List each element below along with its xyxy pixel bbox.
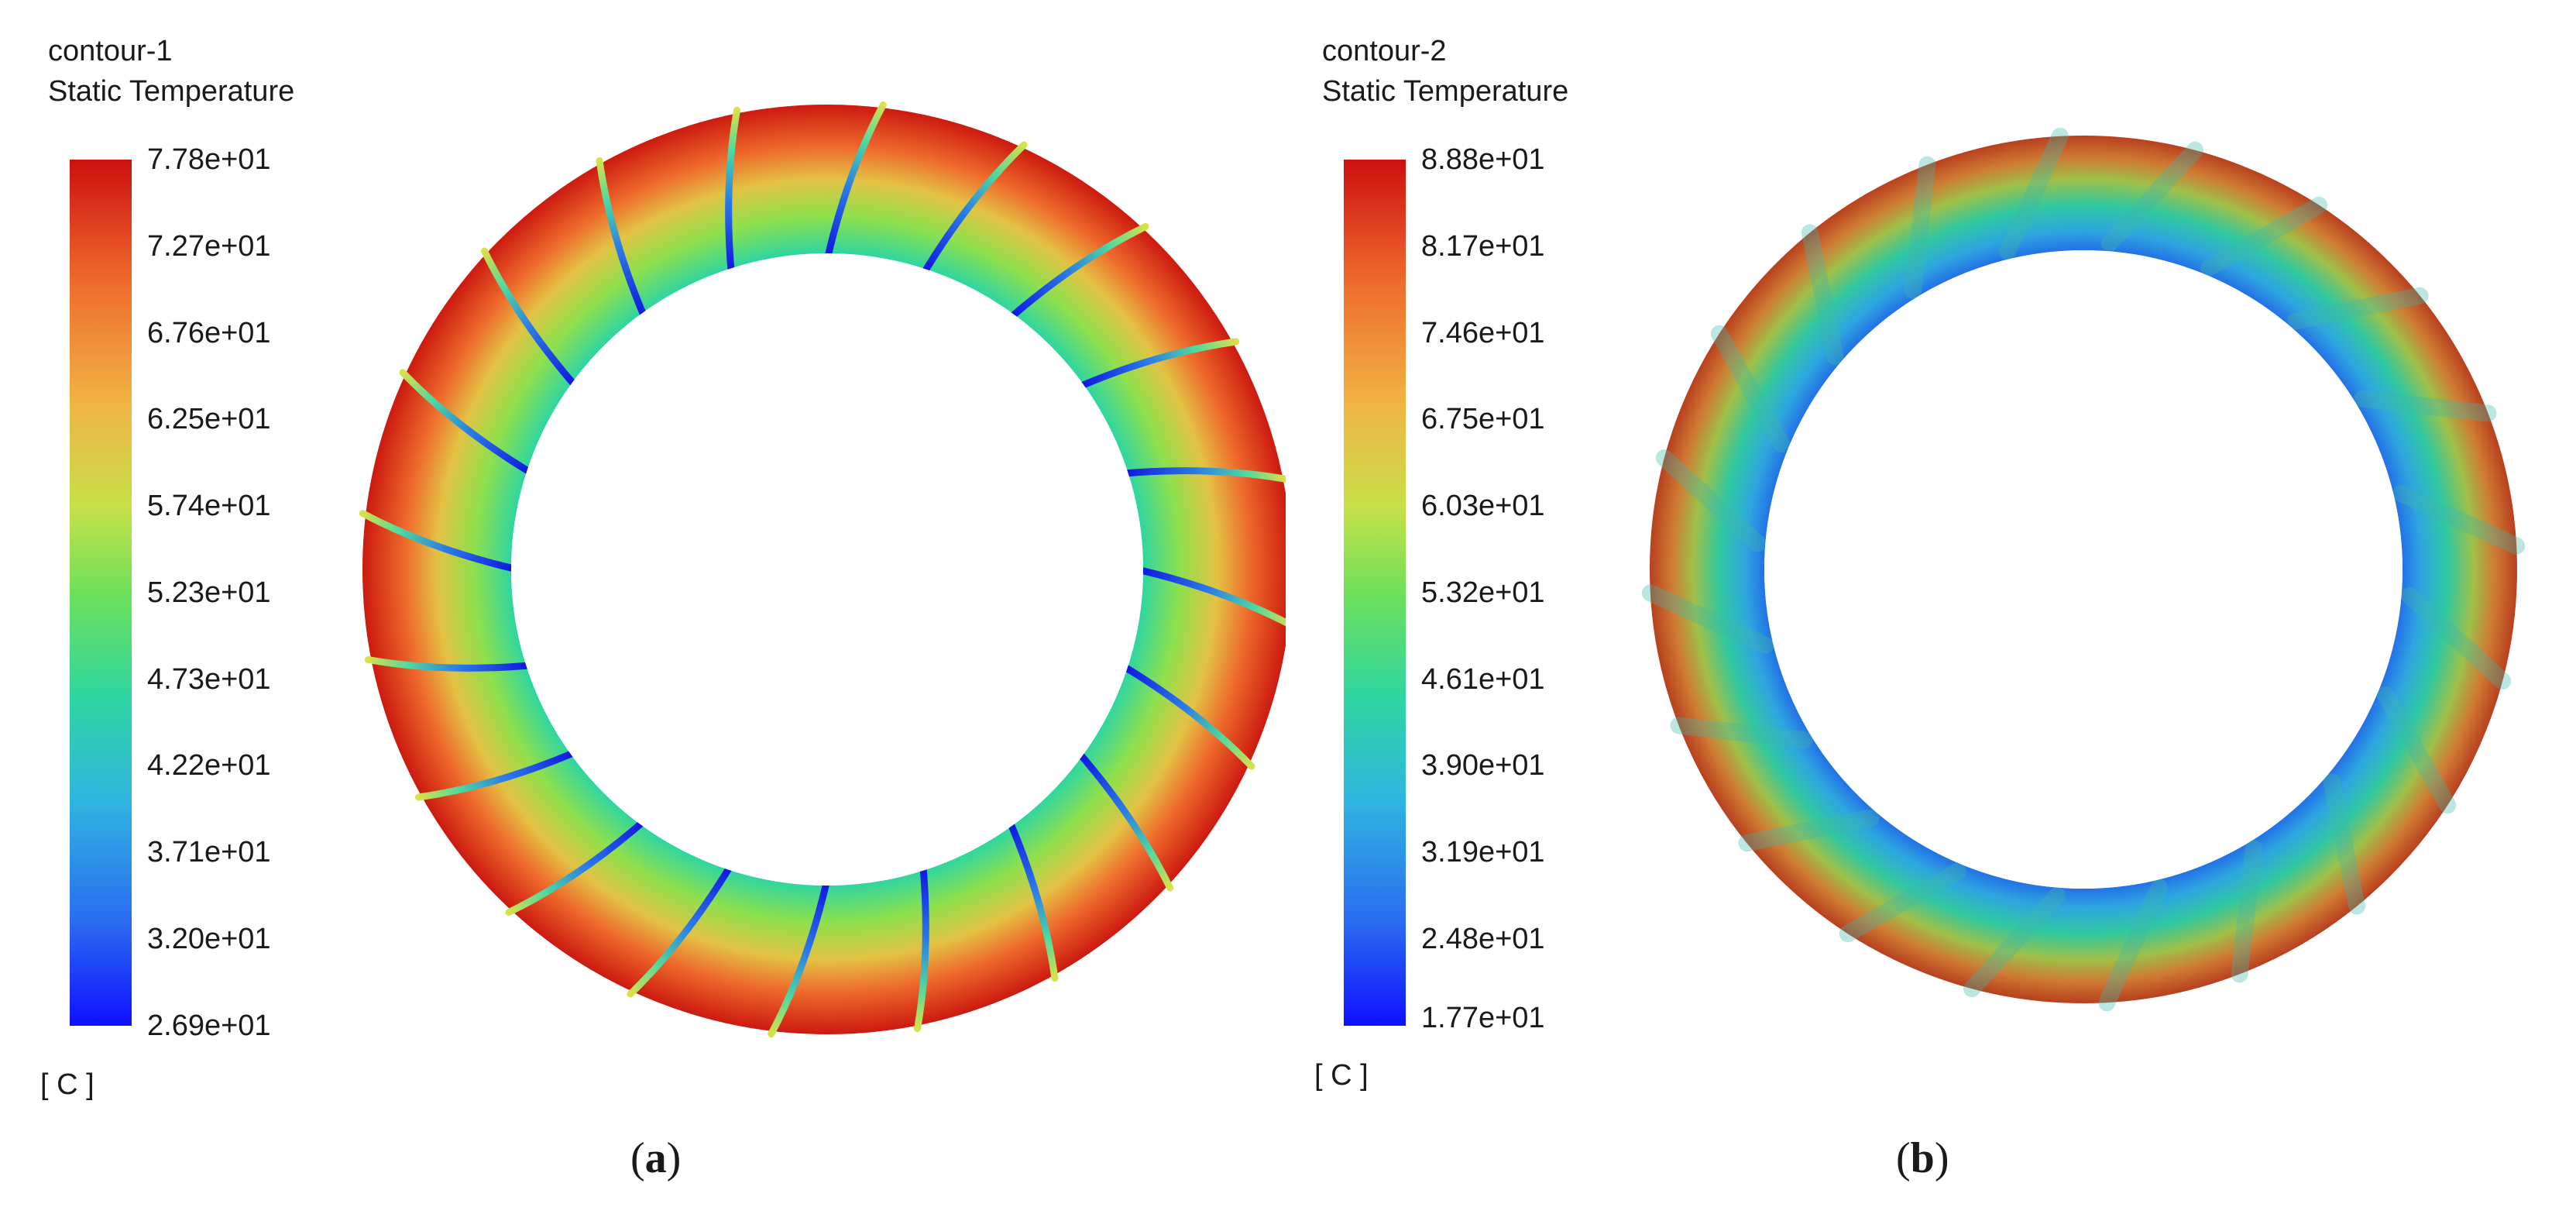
blade-1 xyxy=(919,141,1028,279)
ring-body-b xyxy=(1650,136,2517,1003)
tick-a-7: 4.22e+01 xyxy=(147,749,271,782)
tick-b-6: 4.61e+01 xyxy=(1421,663,1545,696)
tick-b-8: 3.19e+01 xyxy=(1421,836,1545,868)
contour-name-a: contour-1 xyxy=(48,35,173,67)
legend-title-a: contour-1 Static Temperature xyxy=(48,31,294,112)
panel-a: contour-1 Static Temperature 7.78e+01 7.… xyxy=(40,31,1286,1182)
lobe-15 xyxy=(1655,449,1767,552)
tick-b-1: 8.17e+01 xyxy=(1421,230,1545,263)
blade-2 xyxy=(1005,222,1149,322)
tick-a-6: 4.73e+01 xyxy=(147,663,271,696)
blade-7 xyxy=(1074,748,1174,892)
lobe-group-b xyxy=(1641,127,2526,1012)
lobe-7 xyxy=(2323,773,2366,915)
blade-4 xyxy=(1118,467,1286,483)
lobe-19 xyxy=(1999,127,2069,260)
lobe-11 xyxy=(1839,862,1966,943)
blade-19 xyxy=(725,106,740,279)
ring-body-a xyxy=(362,105,1286,1034)
lobe-16 xyxy=(1710,325,1791,452)
tick-a-1: 7.27e+01 xyxy=(147,230,271,263)
lobe-0 xyxy=(2100,141,2203,253)
colorbar-a xyxy=(70,160,132,1026)
lobe-10 xyxy=(1963,886,2066,998)
tick-a-9: 3.20e+01 xyxy=(147,923,271,955)
tick-b-4: 6.03e+01 xyxy=(1421,490,1545,522)
legend-title-b: contour-2 Static Temperature xyxy=(1322,31,1568,112)
blade-group-a xyxy=(359,101,1286,1038)
lobe-18 xyxy=(1905,156,1936,299)
caption-letter-b: b xyxy=(1910,1134,1935,1182)
inner-hole-b xyxy=(1764,250,2403,889)
caption-letter-a: a xyxy=(644,1134,667,1182)
temperature-contour-ring-b xyxy=(1641,127,2526,1012)
lobe-5 xyxy=(2400,586,2512,690)
blade-9 xyxy=(914,860,929,1033)
tick-a-4: 5.74e+01 xyxy=(147,490,271,522)
caption-a: (a) xyxy=(630,1134,682,1182)
tick-b-3: 6.75e+01 xyxy=(1421,403,1545,435)
blade-14 xyxy=(364,656,537,672)
tick-a-5: 5.23e+01 xyxy=(147,576,271,609)
lobe-13 xyxy=(1670,717,1813,748)
blade-13 xyxy=(414,748,580,801)
lobe-12 xyxy=(1738,809,1880,852)
blade-0 xyxy=(823,101,887,263)
variable-name-b: Static Temperature xyxy=(1322,75,1569,108)
contour-name-b: contour-2 xyxy=(1322,35,1447,67)
unit-label-a: [ C ] xyxy=(40,1068,94,1101)
blade-17 xyxy=(480,247,580,391)
tick-a-3: 6.25e+01 xyxy=(147,403,271,435)
lobe-4 xyxy=(2392,485,2526,555)
lobe-6 xyxy=(2376,686,2457,814)
tick-b-2: 7.46e+01 xyxy=(1421,317,1545,349)
colorbar-b xyxy=(1344,160,1406,1026)
tick-b-9: 2.48e+01 xyxy=(1421,923,1545,955)
tick-b-5: 5.32e+01 xyxy=(1421,576,1545,609)
lobe-3 xyxy=(2354,390,2497,422)
panel-b: contour-2 Static Temperature 8.88e+01 8.… xyxy=(1288,0,2576,1221)
tick-a-10: 2.69e+01 xyxy=(147,1009,271,1042)
variable-name-a: Static Temperature xyxy=(48,75,295,108)
tick-a-8: 3.71e+01 xyxy=(147,836,271,868)
blade-15 xyxy=(359,510,521,573)
tick-a-0: 7.78e+01 xyxy=(147,143,271,176)
caption-b: (b) xyxy=(1896,1134,1949,1182)
temperature-contour-ring-a xyxy=(359,101,1286,1038)
tick-a-2: 6.76e+01 xyxy=(147,317,271,349)
blade-18 xyxy=(596,156,649,322)
lobe-1 xyxy=(2200,196,2328,277)
blade-8 xyxy=(1005,817,1059,982)
blade-10 xyxy=(768,875,831,1038)
blade-11 xyxy=(627,860,735,998)
lobe-2 xyxy=(2287,287,2429,330)
lobe-17 xyxy=(1801,224,1844,366)
tick-b-7: 3.90e+01 xyxy=(1421,749,1545,782)
tick-b-10: 1.77e+01 xyxy=(1421,1002,1545,1034)
blade-16 xyxy=(399,369,537,477)
lobe-9 xyxy=(2098,879,2168,1012)
lobe-8 xyxy=(2231,840,2262,983)
blade-5 xyxy=(1133,566,1286,627)
blade-6 xyxy=(1118,662,1255,770)
inner-hole-a xyxy=(511,253,1143,886)
tick-b-0: 8.88e+01 xyxy=(1421,143,1545,176)
lobe-14 xyxy=(1641,584,1774,654)
blade-12 xyxy=(505,817,649,917)
blade-3 xyxy=(1074,338,1240,391)
unit-label-b: [ C ] xyxy=(1314,1059,1369,1092)
